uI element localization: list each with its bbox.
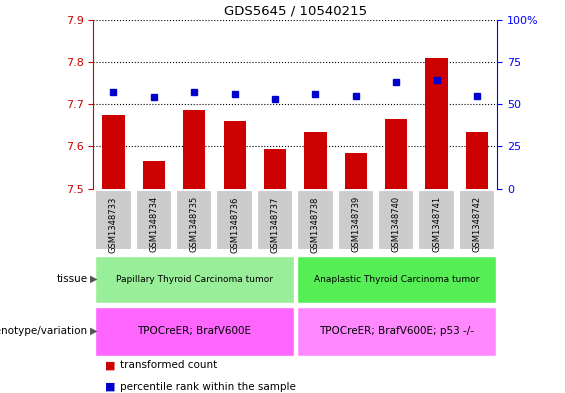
Text: GSM1348737: GSM1348737 <box>271 196 280 253</box>
Bar <box>385 119 407 189</box>
Title: GDS5645 / 10540215: GDS5645 / 10540215 <box>224 4 367 17</box>
Bar <box>224 121 246 189</box>
Bar <box>102 115 124 189</box>
Text: ■: ■ <box>105 382 115 392</box>
FancyBboxPatch shape <box>419 190 455 250</box>
FancyBboxPatch shape <box>297 307 496 356</box>
Bar <box>345 153 367 189</box>
FancyBboxPatch shape <box>95 307 294 356</box>
Bar <box>143 161 165 189</box>
Text: GSM1348741: GSM1348741 <box>432 196 441 252</box>
FancyBboxPatch shape <box>176 190 212 250</box>
FancyBboxPatch shape <box>95 255 294 303</box>
FancyBboxPatch shape <box>378 190 414 250</box>
Text: GSM1348738: GSM1348738 <box>311 196 320 253</box>
Text: ▶: ▶ <box>90 326 98 336</box>
FancyBboxPatch shape <box>338 190 374 250</box>
Text: GSM1348736: GSM1348736 <box>230 196 239 253</box>
Bar <box>305 132 327 189</box>
Bar <box>425 58 447 189</box>
FancyBboxPatch shape <box>136 190 172 250</box>
FancyBboxPatch shape <box>459 190 495 250</box>
Text: GSM1348742: GSM1348742 <box>472 196 481 252</box>
Text: GSM1348739: GSM1348739 <box>351 196 360 252</box>
FancyBboxPatch shape <box>216 190 253 250</box>
Bar <box>183 110 205 189</box>
FancyBboxPatch shape <box>297 190 333 250</box>
Text: TPOCreER; BrafV600E; p53 -/-: TPOCreER; BrafV600E; p53 -/- <box>319 326 473 336</box>
Text: GSM1348734: GSM1348734 <box>149 196 158 252</box>
Bar <box>264 149 286 189</box>
Text: transformed count: transformed count <box>120 360 218 371</box>
Text: ■: ■ <box>105 360 115 371</box>
Text: Papillary Thyroid Carcinoma tumor: Papillary Thyroid Carcinoma tumor <box>116 275 273 283</box>
Bar <box>466 132 488 189</box>
FancyBboxPatch shape <box>297 255 496 303</box>
Text: tissue: tissue <box>56 274 88 284</box>
Text: TPOCreER; BrafV600E: TPOCreER; BrafV600E <box>137 326 251 336</box>
FancyBboxPatch shape <box>95 190 132 250</box>
Text: genotype/variation: genotype/variation <box>0 326 88 336</box>
Text: ▶: ▶ <box>90 274 98 284</box>
Text: GSM1348740: GSM1348740 <box>392 196 401 252</box>
Text: percentile rank within the sample: percentile rank within the sample <box>120 382 296 392</box>
Text: GSM1348735: GSM1348735 <box>190 196 199 252</box>
Text: GSM1348733: GSM1348733 <box>109 196 118 253</box>
Text: Anaplastic Thyroid Carcinoma tumor: Anaplastic Thyroid Carcinoma tumor <box>314 275 479 283</box>
FancyBboxPatch shape <box>257 190 293 250</box>
